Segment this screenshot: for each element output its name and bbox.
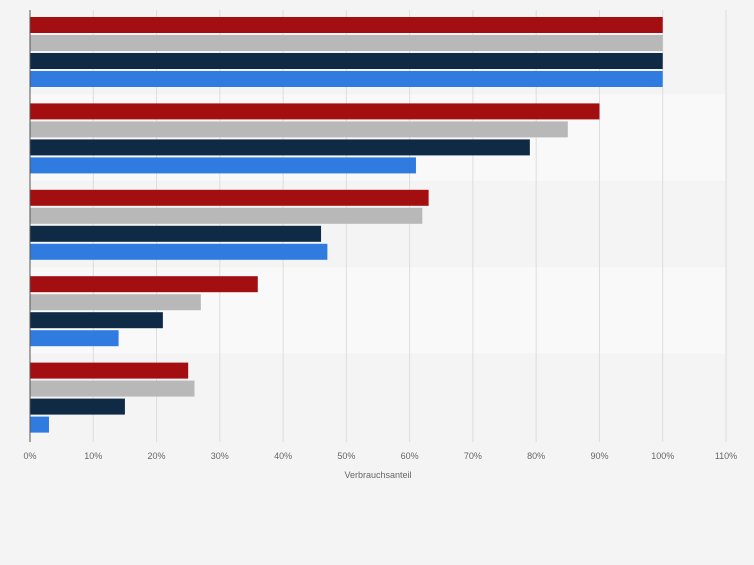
bar[interactable] — [30, 53, 663, 69]
bars — [30, 17, 663, 433]
x-tick-label: 10% — [84, 451, 102, 461]
bar[interactable] — [30, 207, 423, 224]
bar[interactable] — [30, 276, 258, 293]
bar[interactable] — [30, 398, 125, 415]
x-tick-label: 50% — [337, 451, 355, 461]
x-tick-label: 70% — [464, 451, 482, 461]
bar[interactable] — [30, 35, 663, 51]
bar[interactable] — [30, 121, 568, 138]
bar[interactable] — [30, 416, 49, 433]
x-axis-label: Verbrauchsanteil — [344, 470, 411, 480]
bar[interactable] — [30, 380, 195, 397]
x-tick-label: 60% — [401, 451, 419, 461]
x-tick-label: 0% — [23, 451, 36, 461]
bar[interactable] — [30, 330, 119, 347]
category-bands — [30, 8, 726, 440]
x-tick-label: 80% — [527, 451, 545, 461]
bar[interactable] — [30, 157, 416, 174]
x-tick-label: 100% — [651, 451, 674, 461]
x-tick-label: 90% — [590, 451, 608, 461]
bar[interactable] — [30, 139, 530, 156]
x-tick-label: 110% — [715, 451, 737, 461]
bar[interactable] — [30, 362, 189, 379]
bar[interactable] — [30, 71, 663, 87]
bar[interactable] — [30, 243, 328, 260]
bar[interactable] — [30, 294, 201, 311]
bar[interactable] — [30, 17, 663, 33]
x-tick-label: 20% — [148, 451, 166, 461]
x-tick-labels: 0% 10% 20% 30% 40% 50% 60% 70% 80% 90% 100% 110% — [23, 451, 737, 461]
bar[interactable] — [30, 225, 322, 242]
x-tick-label: 30% — [211, 451, 229, 461]
bar[interactable] — [30, 103, 600, 120]
bar[interactable] — [30, 189, 429, 206]
bar[interactable] — [30, 312, 163, 329]
x-tick-label: 40% — [274, 451, 292, 461]
